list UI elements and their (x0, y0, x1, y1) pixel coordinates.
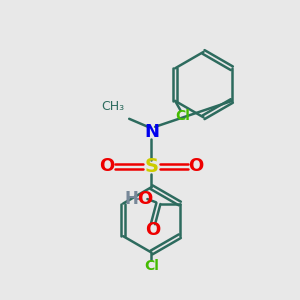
Text: Cl: Cl (175, 110, 190, 123)
Text: H: H (125, 190, 139, 208)
Text: S: S (145, 157, 158, 176)
Text: O: O (146, 221, 161, 239)
Text: O: O (137, 190, 153, 208)
Text: CH₃: CH₃ (102, 100, 125, 113)
Text: Cl: Cl (144, 259, 159, 273)
Text: N: N (144, 123, 159, 141)
Text: O: O (99, 157, 115, 175)
Text: O: O (188, 157, 204, 175)
